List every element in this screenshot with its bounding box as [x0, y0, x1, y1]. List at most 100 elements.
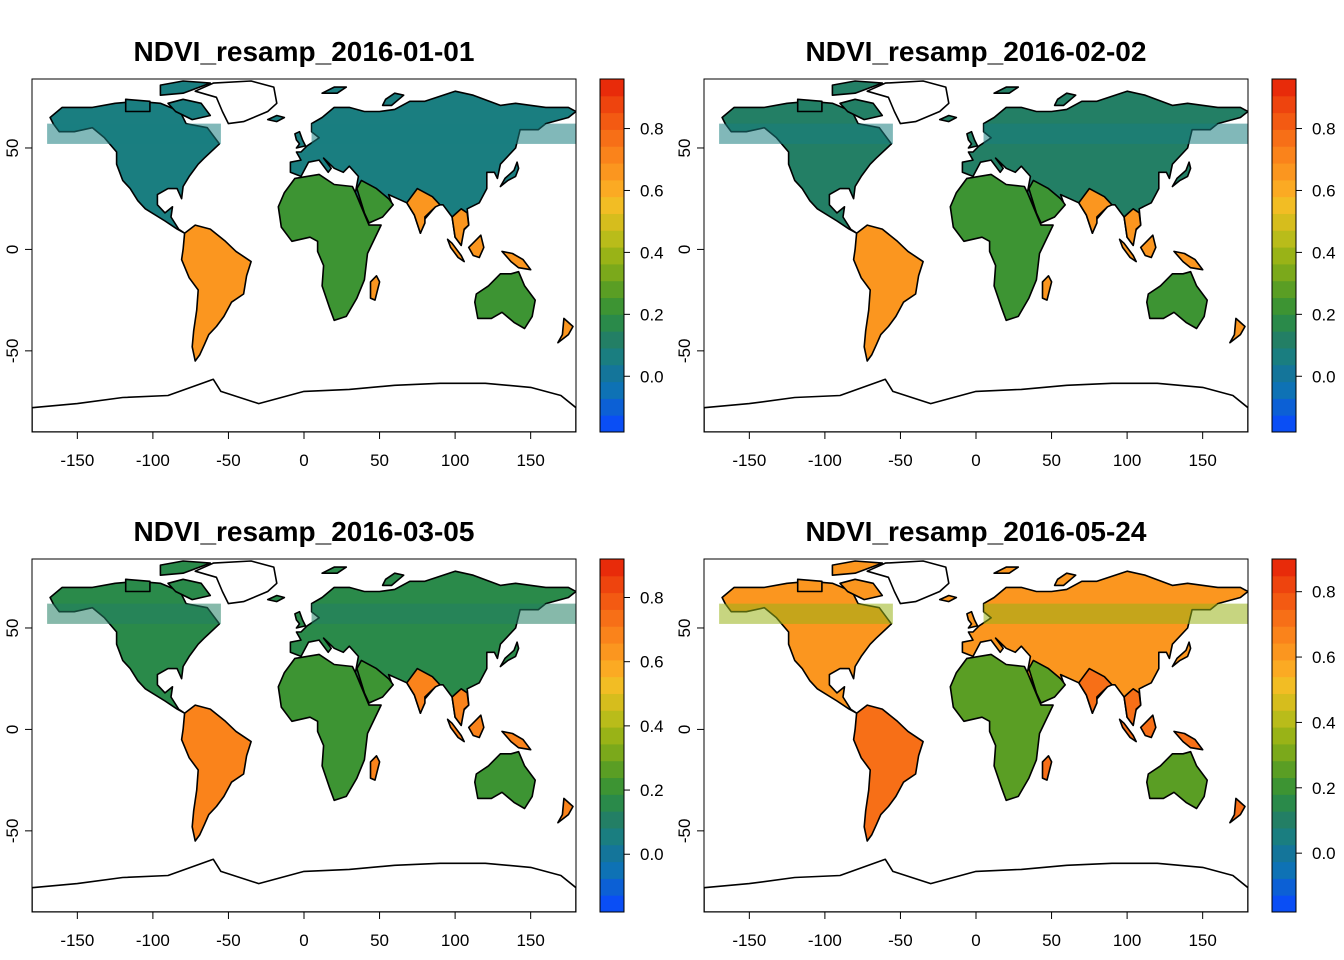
y-tick-label: 0: [675, 245, 694, 254]
colorbar-swatch: [1272, 347, 1296, 366]
colorbar-swatch: [1272, 693, 1296, 711]
panel-title: NDVI_resamp_2016-03-05: [133, 516, 475, 547]
y-tick-label: -50: [675, 339, 694, 364]
colorbar-swatch: [600, 213, 624, 231]
land-baffin: [839, 578, 884, 601]
land-ellesmere: [159, 560, 212, 576]
colorbar-swatch: [1272, 710, 1296, 728]
panel-title: NDVI_resamp_2016-02-02: [805, 36, 1147, 67]
colorbar-swatch: [600, 575, 624, 594]
colorbar-swatch: [1272, 263, 1296, 282]
colorbar-swatch: [600, 895, 624, 913]
land-svalbard: [993, 86, 1020, 94]
x-tick-label: -150: [60, 451, 94, 470]
x-tick-label: 150: [516, 451, 544, 470]
land-newguinea: [501, 250, 532, 271]
colorbar-swatch: [1272, 95, 1296, 114]
x-tick-label: 150: [1188, 451, 1216, 470]
x-tick-label: -100: [808, 451, 842, 470]
x-tick-label: -50: [216, 931, 241, 950]
land-northamerica: [721, 100, 893, 234]
colorbar-swatch: [600, 710, 624, 728]
colorbar-tick-label: 0.4: [640, 717, 664, 736]
colorbar-swatch: [600, 129, 624, 147]
colorbar-swatch: [1272, 743, 1296, 762]
x-tick-label: -100: [136, 931, 170, 950]
land-arabia: [1028, 659, 1067, 704]
colorbar-swatch: [1272, 179, 1296, 198]
colorbar-tick-label: 0.8: [1312, 120, 1336, 139]
colorbar-tick-label: 0.6: [640, 181, 664, 200]
colorbar-swatch: [1272, 827, 1296, 846]
land-india: [1077, 667, 1113, 714]
y-tick-label: -50: [675, 819, 694, 844]
land-britain: [294, 130, 307, 149]
land-novaya: [381, 572, 405, 587]
x-tick-label: 150: [1188, 931, 1216, 950]
land-madagascar: [369, 274, 381, 301]
colorbar-frame: [1271, 78, 1297, 433]
land-iceland: [938, 114, 958, 123]
northern-band: [47, 123, 576, 144]
y-tick-label: 50: [3, 619, 22, 638]
colorbar-frame: [599, 78, 625, 433]
colorbar-swatch: [1272, 794, 1296, 812]
x-tick-label: -100: [136, 451, 170, 470]
land-britain: [966, 610, 979, 629]
land-baffin: [167, 98, 212, 121]
colorbar-swatch: [600, 230, 624, 248]
colorbar-swatch: [1272, 626, 1296, 644]
colorbar-swatch: [600, 844, 624, 863]
lat-band: [47, 123, 221, 144]
land-newguinea: [1173, 730, 1204, 751]
land-borneo: [467, 234, 485, 259]
land-novaya: [1053, 572, 1077, 587]
colorbar-swatch: [600, 314, 624, 332]
map-panel-1: NDVI_resamp_2016-01-01 -150 -100 -50 0 50 100…: [0, 0, 672, 480]
colorbar-swatch: [1272, 146, 1296, 164]
x-tick-label: 100: [441, 451, 469, 470]
colorbar-tick-label: 0.8: [640, 589, 664, 608]
lat-band: [719, 603, 893, 624]
lat-band: [983, 603, 1248, 624]
lat-band: [983, 123, 1248, 144]
x-tick-label: 0: [971, 451, 980, 470]
land-japan: [1171, 641, 1192, 668]
land-baffin: [839, 98, 884, 121]
y-tick-label: 0: [3, 245, 22, 254]
ndvi-map-plot: -150 -100 -50 0 50 100 150-500500.00.20.40.60.…: [675, 558, 1336, 950]
land-northamerica: [721, 580, 893, 714]
map-panel-3: NDVI_resamp_2016-03-05 -150 -100 -50 0 50 100…: [0, 480, 672, 960]
colorbar-swatch: [600, 743, 624, 762]
land-seasia: [1123, 688, 1142, 727]
land-svalbard: [321, 566, 348, 574]
land-ellesmere: [159, 80, 212, 96]
land-sumatra: [1118, 718, 1138, 743]
land-victoria: [796, 578, 823, 593]
land-australia: [1145, 270, 1209, 330]
colorbar-swatch: [600, 247, 624, 265]
x-tick-label: -150: [732, 931, 766, 950]
x-tick-label: 50: [1042, 451, 1061, 470]
land-greenland: [866, 80, 950, 125]
land-africa: [277, 173, 382, 322]
land-iceland: [266, 114, 286, 123]
colorbar-tick-label: 0.0: [640, 845, 664, 864]
land-japan: [499, 161, 520, 188]
land-antarctica: [32, 858, 576, 912]
land-borneo: [1139, 714, 1157, 739]
land-southamerica: [180, 704, 252, 842]
colorbar-tick-label: 0.0: [640, 367, 664, 386]
colorbar-swatch: [1272, 398, 1296, 416]
colorbar-swatch: [1272, 844, 1296, 863]
land-seasia: [451, 688, 470, 727]
land-india: [1077, 187, 1113, 234]
land-australia: [1145, 750, 1209, 810]
colorbar-swatch: [600, 280, 624, 299]
colorbar-swatch: [1272, 659, 1296, 678]
x-tick-label: 100: [1113, 451, 1141, 470]
colorbar-swatch: [1272, 777, 1296, 795]
land-sumatra: [446, 238, 466, 263]
colorbar-tick-label: 0.4: [1312, 243, 1336, 262]
colorbar-tick-label: 0.8: [1312, 583, 1336, 602]
